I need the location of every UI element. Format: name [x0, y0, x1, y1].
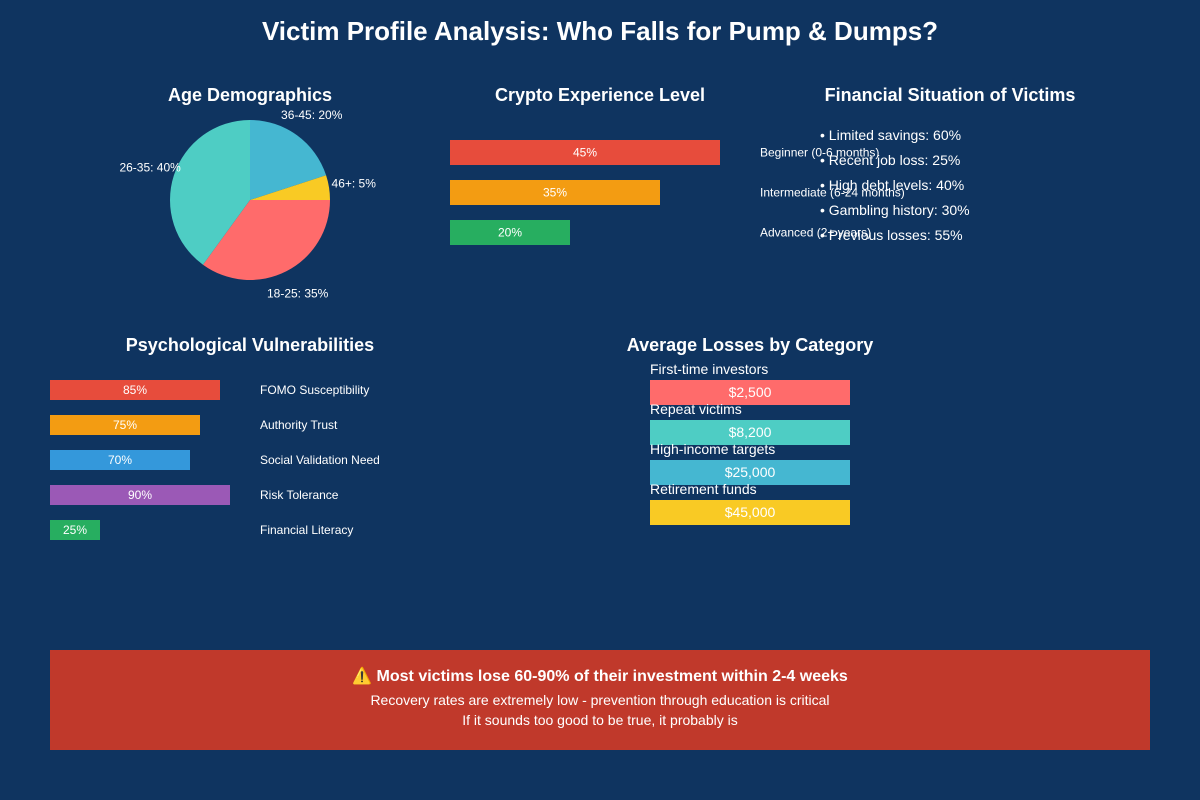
average-losses-chart: Average Losses by Category First-time in… — [627, 335, 873, 525]
loss-category-label: Retirement funds — [650, 481, 757, 497]
pie-slice — [250, 175, 330, 200]
vulnerability-value-label: 90% — [128, 488, 152, 502]
crypto-experience-title: Crypto Experience Level — [495, 85, 705, 105]
experience-bar — [450, 220, 570, 245]
psych-vulnerabilities-title: Psychological Vulnerabilities — [126, 335, 374, 355]
age-demographics-title: Age Demographics — [168, 85, 332, 105]
experience-category-label: Intermediate (6-24 months) — [760, 186, 905, 200]
warning-line-1: Recovery rates are extremely low - preve… — [370, 692, 829, 708]
loss-value-label: $25,000 — [725, 464, 776, 480]
vulnerability-category-label: Risk Tolerance — [260, 488, 339, 502]
vulnerability-category-label: Financial Literacy — [260, 523, 353, 537]
experience-value-label: 45% — [573, 146, 597, 160]
age-demographics-chart: Age Demographics 36-45: 20% 46+: 5% 18-25:… — [119, 85, 376, 301]
experience-value-label: 35% — [543, 186, 567, 200]
experience-category-label: Advanced (2+ years) — [760, 226, 871, 240]
vulnerability-value-label: 70% — [108, 453, 132, 467]
financial-situation-item: • Previous losses: 55% — [820, 227, 963, 243]
financial-situation-item: • Limited savings: 60% — [820, 127, 961, 143]
financial-situation-item: • Recent job loss: 25% — [820, 152, 960, 168]
vulnerability-value-label: 75% — [113, 418, 137, 432]
vulnerability-bar — [50, 380, 220, 400]
loss-bar — [650, 420, 850, 445]
pie-slice-label: 18-25: 35% — [267, 287, 329, 301]
vulnerability-bar — [50, 485, 230, 505]
crypto-experience-chart: Crypto Experience Level 45% Beginner (0-6… — [450, 85, 905, 245]
vulnerability-category-label: FOMO Susceptibility — [260, 383, 369, 397]
page-title: Victim Profile Analysis: Who Falls for P… — [262, 16, 938, 46]
warning-box: ⚠️ Most victims lose 60-90% of their inv… — [50, 650, 1150, 750]
experience-bar — [450, 180, 660, 205]
loss-bar — [650, 460, 850, 485]
psych-vulnerabilities-chart: Psychological Vulnerabilities 85% FOMO Su… — [50, 335, 380, 540]
pie-slice-label: 26-35: 40% — [119, 161, 181, 175]
vulnerability-bar — [50, 520, 100, 540]
pie-slice — [169, 120, 250, 265]
vulnerability-bar — [50, 415, 200, 435]
pie-slice-label: 36-45: 20% — [281, 108, 343, 122]
financial-situation-item: • High debt levels: 40% — [820, 177, 964, 193]
loss-category-label: Repeat victims — [650, 401, 742, 417]
vulnerability-category-label: Authority Trust — [260, 418, 338, 432]
loss-bar — [650, 500, 850, 525]
warning-line-2: If it sounds too good to be true, it pro… — [462, 712, 738, 728]
warning-box-background — [50, 650, 1150, 750]
vulnerability-bar — [50, 450, 190, 470]
loss-category-label: First-time investors — [650, 361, 768, 377]
vulnerability-value-label: 25% — [63, 523, 87, 537]
financial-situation-title: Financial Situation of Victims — [825, 85, 1076, 105]
vulnerability-category-label: Social Validation Need — [260, 453, 380, 467]
financial-situation-item: • Gambling history: 30% — [820, 202, 970, 218]
experience-bar — [450, 140, 720, 165]
pie-slice-label: 46+: 5% — [332, 177, 377, 191]
loss-category-label: High-income targets — [650, 441, 775, 457]
pie-slice — [250, 120, 327, 200]
warning-headline: ⚠️ Most victims lose 60-90% of their inv… — [352, 666, 848, 685]
loss-value-label: $2,500 — [729, 384, 772, 400]
experience-value-label: 20% — [498, 226, 522, 240]
vulnerability-value-label: 85% — [123, 383, 147, 397]
experience-category-label: Beginner (0-6 months) — [760, 146, 879, 160]
loss-value-label: $45,000 — [725, 504, 776, 520]
loss-bar — [650, 380, 850, 405]
pie-slice — [202, 200, 330, 280]
loss-value-label: $8,200 — [729, 424, 772, 440]
financial-situation-panel: Financial Situation of Victims • Limited… — [820, 85, 1075, 243]
average-losses-title: Average Losses by Category — [627, 335, 873, 355]
